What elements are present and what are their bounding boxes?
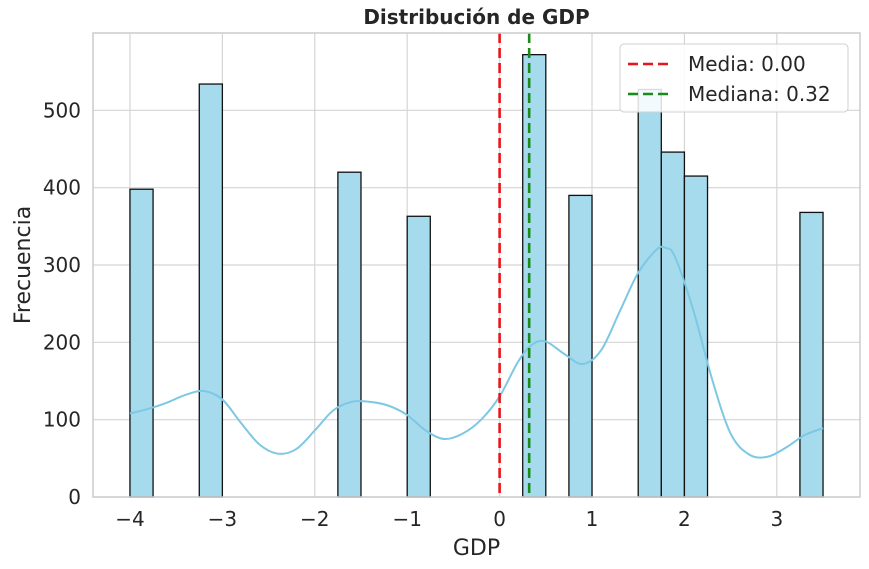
histogram-bar [337,171,362,498]
histogram-bar [522,54,547,498]
x-tick-label: 2 [678,507,691,531]
x-tick-label: −4 [115,507,144,531]
y-tick-label: 500 [43,98,81,122]
x-tick-label: 1 [586,507,599,531]
x-tick-label: 3 [770,507,783,531]
histogram-bar [660,151,686,498]
y-axis-label: Frecuencia [11,206,36,324]
kde-curve [129,245,824,459]
reference-lines [498,33,531,497]
x-tick-label: −3 [208,507,237,531]
chart-title: Distribución de GDP [363,5,589,29]
legend-box [619,43,849,113]
histogram-bar [683,175,709,498]
plot-frame [92,32,861,498]
x-tick-label: −2 [300,507,329,531]
histogram-bar [637,88,662,498]
legend-mean-label: Media: 0.00 [688,52,806,76]
legend-median-label: Mediana: 0.32 [688,82,831,106]
x-axis-ticks: −4 −3 −2 −1 0 1 2 3 [115,507,783,531]
y-axis-ticks: 0 100 200 300 400 500 [43,98,81,509]
x-tick-label: 0 [493,507,506,531]
histogram-bar [129,188,154,498]
histogram-bar [198,83,224,498]
x-axis-label: GDP [453,536,500,561]
kde-curve-layer [129,245,824,459]
y-tick-label: 200 [43,330,81,354]
y-tick-label: 300 [43,253,81,277]
y-tick-label: 0 [68,485,81,509]
histogram-bar [568,194,593,498]
x-tick-label: −1 [392,507,421,531]
histogram-bar [406,215,431,498]
legend: Media: 0.00 Mediana: 0.32 [619,43,849,113]
y-tick-label: 100 [43,408,81,432]
y-tick-label: 400 [43,176,81,200]
histogram-bar [799,211,824,498]
